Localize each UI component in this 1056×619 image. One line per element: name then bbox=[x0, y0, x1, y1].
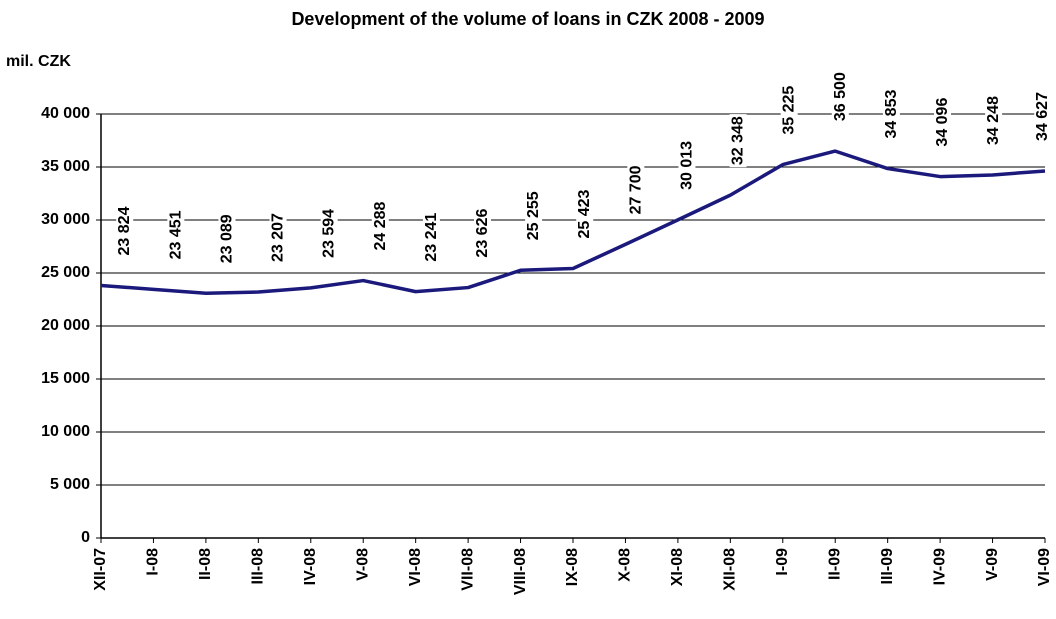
x-tick-label: III-09 bbox=[879, 548, 896, 585]
data-label-bg bbox=[576, 187, 594, 241]
x-tick-label: II-09 bbox=[826, 548, 843, 580]
data-label-group: 25 255 bbox=[525, 189, 543, 243]
data-label-bg bbox=[320, 206, 338, 260]
data-label: 24 288 bbox=[372, 202, 389, 251]
data-label-group: 23 594 bbox=[320, 206, 338, 260]
data-label-group: 23 626 bbox=[473, 206, 492, 260]
data-label-group: 23 241 bbox=[422, 210, 440, 264]
data-label-group: 27 700 bbox=[627, 163, 645, 217]
data-label: 23 207 bbox=[270, 213, 287, 262]
y-tick-label: 20 000 bbox=[41, 317, 90, 334]
x-tick-label: VIII-08 bbox=[512, 548, 529, 595]
x-tick-label: VII-08 bbox=[459, 548, 476, 591]
line-series bbox=[100, 149, 1046, 296]
data-label-group: 36 500 bbox=[831, 70, 849, 124]
data-label: 23 626 bbox=[474, 209, 491, 258]
data-label-group: 34 248 bbox=[985, 93, 1003, 147]
data-label: 34 853 bbox=[883, 90, 900, 139]
data-label: 30 013 bbox=[678, 141, 695, 190]
data-label: 23 089 bbox=[218, 214, 235, 263]
data-label-group: 23 451 bbox=[167, 208, 185, 262]
data-label-bg bbox=[729, 114, 747, 168]
y-axis-label: mil. CZK bbox=[6, 53, 71, 70]
data-label: 34 096 bbox=[934, 98, 951, 147]
data-label: 25 423 bbox=[576, 189, 593, 238]
data-label: 23 824 bbox=[116, 206, 133, 255]
y-tick-label: 30 000 bbox=[41, 211, 90, 228]
y-tick-label: 10 000 bbox=[41, 423, 90, 440]
data-label-bg bbox=[1034, 89, 1052, 143]
y-tick-label: 25 000 bbox=[41, 264, 90, 281]
data-label-group: 32 348 bbox=[729, 114, 747, 168]
x-tick-label: VI-09 bbox=[1036, 548, 1053, 586]
x-tick-label: I-09 bbox=[774, 548, 791, 576]
x-tick-label: IX-08 bbox=[564, 548, 581, 586]
x-tick-label: III-08 bbox=[250, 548, 267, 585]
x-tick-label: V-08 bbox=[354, 548, 371, 581]
data-label: 25 255 bbox=[525, 191, 542, 240]
data-label-group: 25 423 bbox=[576, 187, 594, 241]
x-tick-label: XII-08 bbox=[722, 548, 739, 591]
data-label-bg bbox=[422, 210, 440, 264]
data-label-bg bbox=[780, 83, 798, 137]
data-label-group: 34 627 bbox=[1034, 89, 1052, 143]
data-label-bg bbox=[525, 189, 543, 243]
data-label-bg bbox=[473, 206, 492, 260]
y-tick-label: 35 000 bbox=[41, 158, 90, 175]
x-tick-label: XII-07 bbox=[92, 548, 109, 591]
data-label-group: 23 824 bbox=[116, 204, 134, 258]
data-label-group: 34 853 bbox=[882, 87, 900, 141]
x-tick-label: II-08 bbox=[197, 548, 214, 580]
data-label: 23 241 bbox=[423, 213, 440, 262]
x-tick-label: IV-08 bbox=[302, 548, 319, 585]
data-label-bg bbox=[627, 163, 645, 217]
data-label-bg bbox=[678, 138, 696, 192]
x-tick-label: XI-08 bbox=[669, 548, 686, 586]
data-label-group: 34 096 bbox=[933, 95, 952, 149]
data-label-bg bbox=[116, 204, 134, 258]
data-label-bg bbox=[933, 95, 952, 149]
data-label: 23 451 bbox=[167, 210, 184, 259]
data-label-group: 30 013 bbox=[678, 138, 696, 192]
data-label-bg bbox=[985, 93, 1003, 147]
y-tick-label: 40 000 bbox=[41, 105, 90, 122]
data-label-group: 24 288 bbox=[371, 199, 389, 253]
x-tick-label: X-08 bbox=[617, 548, 634, 582]
x-tick-label: VI-08 bbox=[407, 548, 424, 586]
chart-title: Development of the volume of loans in CZ… bbox=[291, 9, 764, 29]
data-label: 32 348 bbox=[730, 116, 747, 165]
data-label-bg bbox=[218, 212, 236, 266]
y-tick-label: 0 bbox=[81, 529, 90, 546]
data-label-bg bbox=[269, 210, 287, 265]
data-label: 23 594 bbox=[321, 209, 338, 258]
x-tick-label: IV-09 bbox=[931, 548, 948, 585]
data-label: 27 700 bbox=[627, 165, 644, 214]
y-tick-label: 5 000 bbox=[50, 476, 90, 493]
data-label: 35 225 bbox=[781, 86, 798, 135]
data-label-bg bbox=[882, 87, 900, 141]
data-label: 36 500 bbox=[832, 72, 849, 121]
data-label-group: 23 207 bbox=[269, 210, 287, 265]
data-label-group: 23 089 bbox=[218, 212, 236, 266]
data-label-group: 35 225 bbox=[780, 83, 798, 137]
data-label: 34 248 bbox=[985, 96, 1002, 145]
x-tick-label: I-08 bbox=[145, 548, 162, 576]
y-tick-label: 15 000 bbox=[41, 370, 90, 387]
data-label: 34 627 bbox=[1034, 92, 1051, 141]
data-label-bg bbox=[371, 199, 389, 253]
data-label-bg bbox=[831, 70, 849, 124]
x-tick-label: V-09 bbox=[984, 548, 1001, 581]
data-label-bg bbox=[167, 208, 185, 262]
